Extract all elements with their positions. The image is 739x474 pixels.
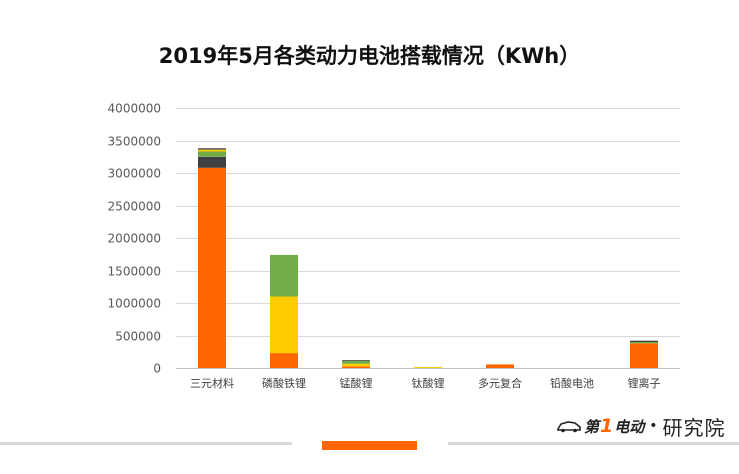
gridlines — [176, 108, 680, 337]
y-axis-ticks: 0 500000 1000000 1500000 2000000 2500000 30000… — [108, 102, 161, 376]
bar-segment — [342, 366, 370, 368]
x-category-label: 锰酸锂 — [340, 376, 373, 390]
bar-segment — [414, 367, 442, 368]
bar-segment — [270, 296, 298, 354]
bar-segment — [270, 353, 298, 368]
bar-segment — [342, 360, 370, 364]
bar-segment — [630, 343, 658, 368]
bar-segment — [342, 360, 370, 361]
x-category-label: 磷酸铁锂 — [262, 376, 306, 390]
car-icon — [557, 421, 581, 433]
y-tick-label: 4000000 — [108, 102, 161, 116]
y-tick-label: 500000 — [115, 330, 161, 344]
footer-accent-bar — [322, 441, 417, 450]
y-tick-label: 0 — [153, 362, 161, 376]
brand-name: 研究院 — [662, 415, 726, 440]
bar-segment — [198, 156, 226, 168]
brand-logo: 第 1 电动 — [556, 415, 644, 437]
y-tick-label: 2000000 — [108, 232, 161, 246]
x-category-label: 三元材料 — [190, 376, 234, 390]
brand-logo-text-a: 第 — [584, 417, 600, 436]
chart-title: 2019年5月各类动力电池搭载情况（KWh） — [158, 44, 581, 68]
brand-logo-one: 1 — [600, 415, 614, 437]
bars — [198, 148, 658, 368]
y-tick-label: 1500000 — [108, 265, 161, 279]
x-category-label: 多元复合 — [478, 376, 522, 390]
bar-segment — [198, 167, 226, 368]
x-category-label: 锂离子 — [628, 376, 661, 390]
y-tick-label: 2500000 — [108, 200, 161, 214]
y-tick-label: 1000000 — [108, 297, 161, 311]
bar-segment — [198, 151, 226, 157]
footer-divider-right — [448, 442, 739, 445]
brand-watermark: 第 1 电动 • 研究院 — [556, 411, 726, 441]
bar-segment — [198, 149, 226, 152]
brand-separator: • — [649, 418, 658, 434]
x-category-label: 铅酸电池 — [550, 376, 594, 390]
x-category-label: 钛酸锂 — [412, 376, 445, 390]
bar-segment — [270, 254, 298, 297]
brand-logo-text-b: 电动 — [614, 417, 645, 436]
y-tick-label: 3500000 — [108, 135, 161, 149]
bar-segment — [486, 364, 514, 368]
x-axis-categories: 三元材料 磷酸铁锂 锰酸锂 钛酸锂 多元复合 铅酸电池 锂离子 — [190, 376, 661, 390]
bar-segment — [630, 342, 658, 344]
bar-segment — [342, 363, 370, 367]
y-tick-label: 3000000 — [108, 167, 161, 181]
footer-divider-left — [0, 442, 292, 445]
bar-segment — [630, 340, 658, 342]
bar-segment — [198, 148, 226, 150]
